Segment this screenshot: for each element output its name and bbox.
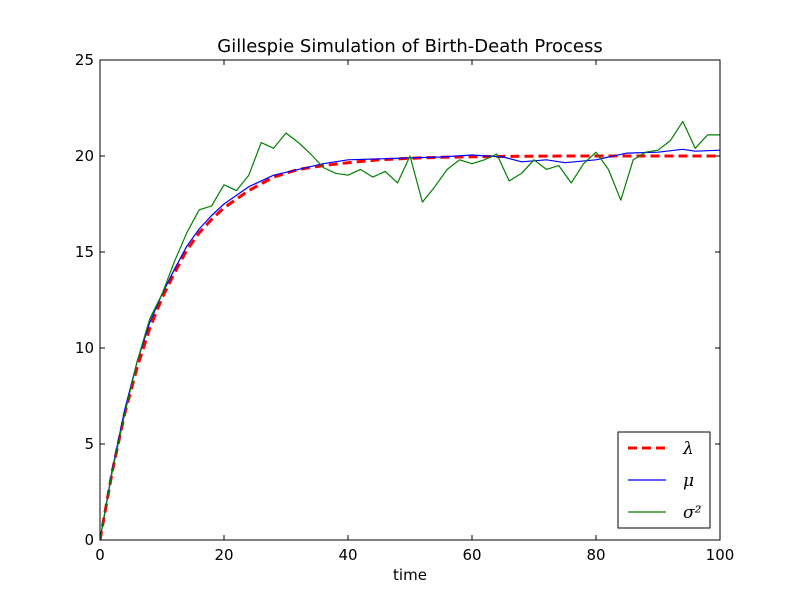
ticks-layer: 0 20 40 60 80 100 0 5 10 15 20 25 xyxy=(75,51,734,564)
x-axis-label: time xyxy=(393,566,427,584)
x-tick-label: 20 xyxy=(214,546,233,564)
legend: λμ σ² xyxy=(617,431,711,529)
x-tick-label: 40 xyxy=(338,546,357,564)
x-tick-label: 100 xyxy=(706,546,735,564)
y-tick-label: 5 xyxy=(84,435,94,453)
legend-label: μ xyxy=(683,471,694,491)
legend-entries: λμ σ² xyxy=(628,439,702,523)
plot-frame xyxy=(99,59,721,541)
legend-label: λ xyxy=(682,439,694,459)
series-line-0 xyxy=(100,154,720,540)
legend-label: σ² xyxy=(683,503,702,523)
y-tick-label: 20 xyxy=(75,147,94,165)
y-tick-label: 15 xyxy=(75,243,94,261)
series-layer xyxy=(100,120,720,540)
y-tick-label: 10 xyxy=(75,339,94,357)
series-line-2 xyxy=(100,120,720,540)
y-tick-label: 25 xyxy=(75,51,94,69)
chart-title: Gillespie Simulation of Birth-Death Proc… xyxy=(217,36,602,57)
plot-area xyxy=(100,60,720,540)
x-tick-label: 60 xyxy=(462,546,481,564)
x-tick-label: 80 xyxy=(586,546,605,564)
y-tick-label: 0 xyxy=(84,531,94,549)
x-tick-label: 0 xyxy=(95,546,105,564)
